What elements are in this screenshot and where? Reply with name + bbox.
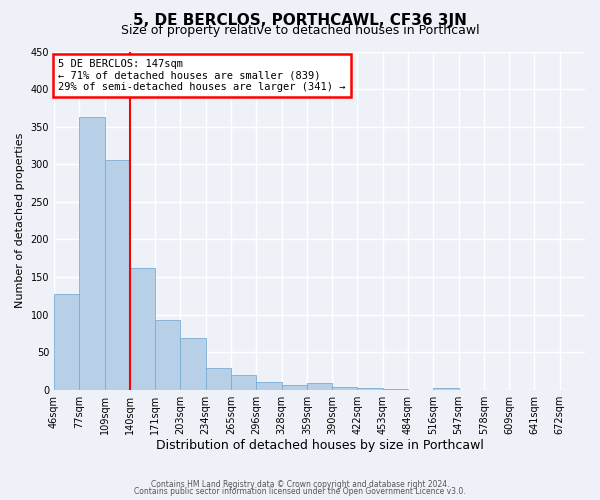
Bar [433, 388, 458, 390]
Bar [104, 160, 130, 390]
Text: Contains public sector information licensed under the Open Government Licence v3: Contains public sector information licen… [134, 488, 466, 496]
Bar [79, 117, 104, 390]
Bar [332, 386, 358, 390]
Text: 5, DE BERCLOS, PORTHCAWL, CF36 3JN: 5, DE BERCLOS, PORTHCAWL, CF36 3JN [133, 12, 467, 28]
Bar [281, 385, 307, 390]
Bar [54, 294, 79, 390]
Bar [307, 383, 332, 390]
Bar [256, 382, 281, 390]
Text: Size of property relative to detached houses in Porthcawl: Size of property relative to detached ho… [121, 24, 479, 37]
X-axis label: Distribution of detached houses by size in Porthcawl: Distribution of detached houses by size … [155, 440, 484, 452]
Bar [206, 368, 231, 390]
Bar [358, 388, 383, 390]
Y-axis label: Number of detached properties: Number of detached properties [15, 133, 25, 308]
Bar [130, 268, 155, 390]
Text: Contains HM Land Registry data © Crown copyright and database right 2024.: Contains HM Land Registry data © Crown c… [151, 480, 449, 489]
Bar [155, 320, 181, 390]
Bar [383, 389, 408, 390]
Bar [181, 338, 206, 390]
Bar [231, 374, 256, 390]
Text: 5 DE BERCLOS: 147sqm
← 71% of detached houses are smaller (839)
29% of semi-deta: 5 DE BERCLOS: 147sqm ← 71% of detached h… [58, 59, 346, 92]
